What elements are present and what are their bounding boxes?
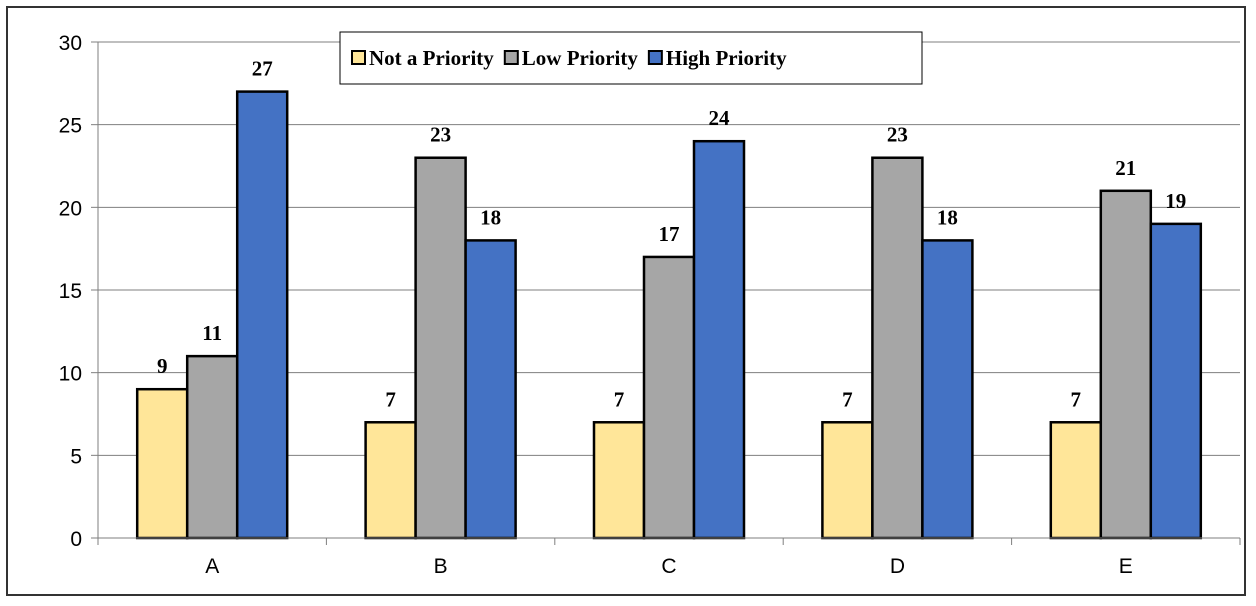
bar-b-high-priority — [464, 239, 517, 540]
data-label: 27 — [252, 57, 273, 81]
x-tick-label-e: E — [1119, 555, 1133, 578]
data-label: 7 — [385, 387, 396, 411]
data-label: 23 — [887, 123, 908, 147]
y-tick-label: 5 — [70, 445, 82, 468]
bar-d-low-priority — [871, 156, 924, 540]
bar-b-not-a-priority — [364, 421, 417, 540]
x-tick-label-a: A — [205, 555, 219, 578]
y-tick-label: 10 — [59, 363, 82, 386]
y-tick-label: 25 — [59, 115, 82, 138]
bar-d-high-priority — [921, 239, 974, 540]
data-label: 7 — [614, 387, 625, 411]
y-tick-label: 15 — [59, 280, 82, 303]
x-tick-label-c: C — [661, 555, 676, 578]
bar-e-low-priority — [1099, 189, 1153, 540]
axes: 0 5 10 15 20 25 30 A B C D E — [59, 32, 1241, 578]
data-label: 19 — [1165, 189, 1186, 213]
legend-label-low-priority: Low Priority — [522, 46, 639, 70]
data-label: 9 — [157, 354, 168, 378]
data-label: 18 — [480, 205, 501, 229]
bar-c-not-a-priority — [592, 421, 646, 540]
bar-chart: 0 5 10 15 20 25 30 A B C D E 9 11 27 7 23 18 7 17 24 7 23 18 7 2… — [59, 31, 1241, 578]
legend-label-high-priority: High Priority — [666, 46, 787, 70]
legend-swatch-not-a-priority — [351, 50, 366, 65]
x-tick-label-b: B — [434, 555, 448, 578]
data-label: 24 — [709, 106, 731, 130]
data-label: 18 — [937, 205, 958, 229]
bar-a-not-a-priority — [135, 387, 189, 540]
data-labels: 9 11 27 7 23 18 7 17 24 7 23 18 7 21 19 — [157, 57, 1186, 412]
bar-e-high-priority — [1149, 222, 1203, 540]
legend-box — [339, 31, 923, 85]
chart-frame: 0 5 10 15 20 25 30 A B C D E 9 11 27 7 23 18 7 17 24 7 23 18 7 2… — [6, 6, 1246, 596]
data-label: 11 — [202, 321, 222, 345]
legend-swatch-high-priority — [647, 50, 663, 65]
y-tick-label: 20 — [59, 197, 82, 220]
data-label: 21 — [1115, 156, 1136, 180]
bar-c-high-priority — [692, 139, 746, 540]
data-label: 7 — [1071, 387, 1082, 411]
data-label: 17 — [659, 222, 680, 246]
bar-c-low-priority — [642, 255, 696, 540]
x-tick-label-d: D — [890, 555, 905, 578]
y-tick-label: 0 — [70, 528, 82, 551]
bar-b-low-priority — [414, 156, 467, 540]
bar-e-not-a-priority — [1049, 421, 1103, 540]
y-tick-label: 30 — [59, 32, 82, 55]
data-label: 7 — [842, 387, 853, 411]
bar-d-not-a-priority — [821, 421, 874, 540]
bars — [135, 90, 1203, 540]
data-label: 23 — [430, 123, 451, 147]
bar-a-low-priority — [185, 354, 239, 540]
legend: Not a Priority Low Priority High Priority — [339, 31, 923, 85]
legend-swatch-low-priority — [503, 50, 519, 65]
bar-a-high-priority — [235, 90, 289, 540]
legend-label-not-a-priority: Not a Priority — [369, 46, 494, 70]
